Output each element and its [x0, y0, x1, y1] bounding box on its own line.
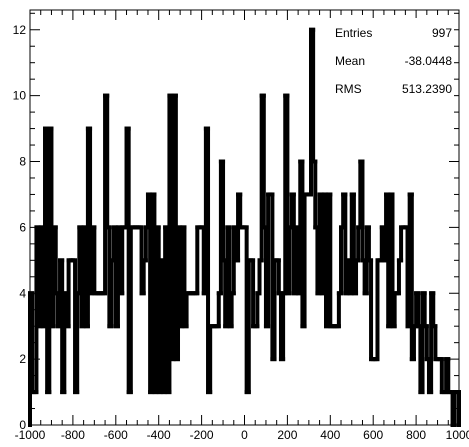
stats-value: -38.0448: [405, 54, 453, 68]
x-tick-label: -400: [147, 428, 171, 442]
axes: [29, 9, 460, 426]
x-tick-label: 800: [406, 428, 426, 442]
x-tick-label: 0: [241, 428, 248, 442]
x-tick-label: 400: [320, 428, 340, 442]
y-tick-label: 0: [19, 418, 26, 432]
y-tick-label: 12: [13, 23, 27, 37]
stats-box-background: [326, 18, 454, 106]
histogram-bars: [28, 27, 461, 427]
x-tick-label: 600: [363, 428, 383, 442]
tick-labels: -1000 -800 -600 -400 -200 0 200 400 600 800 1000 0 2…: [13, 23, 469, 442]
x-tick-label: -1000: [15, 428, 46, 442]
stats-box: Entries 997 Mean -38.0448 RMS 513.2390: [326, 18, 454, 106]
y-tick-label: 4: [19, 286, 26, 300]
stats-value: 997: [432, 26, 452, 40]
y-tick-label: 10: [13, 89, 27, 103]
stats-value: 513.2390: [402, 82, 452, 96]
x-tick-label: 1000: [446, 428, 469, 442]
y-tick-label: 2: [19, 352, 26, 366]
x-tick-label: -200: [190, 428, 214, 442]
y-tick-label: 6: [19, 220, 26, 234]
x-tick-label: 200: [277, 428, 297, 442]
x-tick-label: -800: [61, 428, 85, 442]
x-tick-label: -600: [104, 428, 128, 442]
stats-label: Entries: [335, 26, 372, 40]
stats-label: RMS: [335, 82, 362, 96]
stats-label: Mean: [335, 54, 365, 68]
y-tick-label: 8: [19, 155, 26, 169]
